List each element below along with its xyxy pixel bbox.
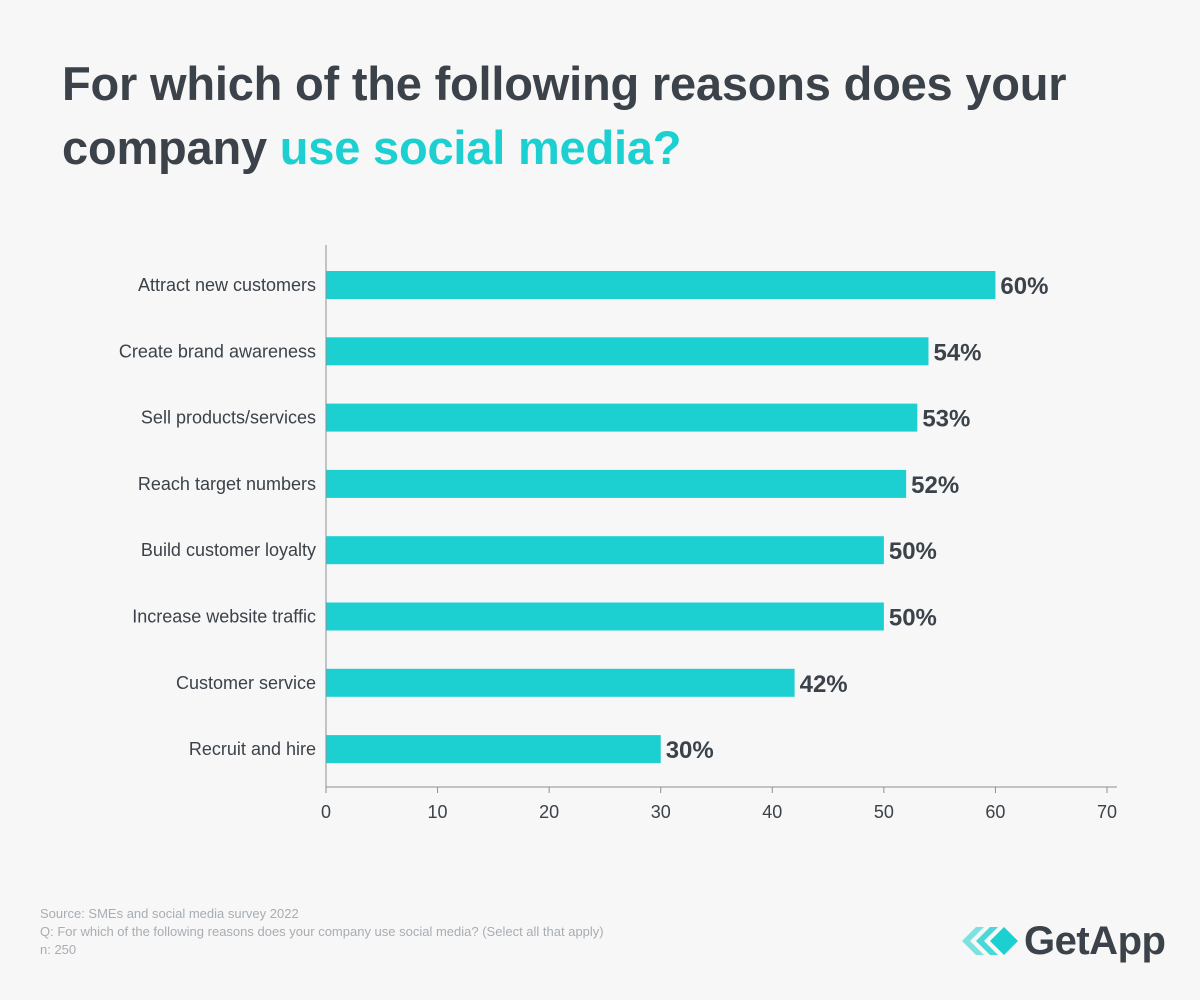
footer-notes: Source: SMEs and social media survey 202… bbox=[40, 905, 604, 959]
title-text: For which of the following reasons does … bbox=[62, 57, 1067, 174]
category-label: Recruit and hire bbox=[189, 739, 316, 759]
brand-name: GetApp bbox=[1024, 918, 1166, 963]
bar bbox=[326, 735, 661, 764]
x-tick-label: 0 bbox=[321, 802, 331, 822]
title-highlight: use social media? bbox=[279, 121, 682, 174]
value-label: 60% bbox=[1000, 273, 1048, 300]
category-label: Customer service bbox=[176, 673, 316, 693]
bar bbox=[326, 602, 884, 631]
source-note: Source: SMEs and social media survey 202… bbox=[40, 906, 299, 921]
category-label: Increase website traffic bbox=[132, 607, 316, 627]
value-label: 54% bbox=[933, 339, 981, 366]
bar-chart: Attract new customers 60% Create brand awa… bbox=[119, 245, 1117, 822]
bar bbox=[326, 271, 996, 299]
value-label: 50% bbox=[889, 538, 937, 565]
category-label: Attract new customers bbox=[138, 275, 316, 295]
bar bbox=[326, 337, 929, 366]
sample-size-note: n: 250 bbox=[40, 942, 77, 957]
bar bbox=[326, 668, 795, 697]
x-tick-label: 40 bbox=[762, 802, 782, 822]
category-label: Reach target numbers bbox=[138, 474, 316, 494]
getapp-logo: GetApp bbox=[962, 915, 1166, 967]
value-label: 53% bbox=[922, 406, 970, 433]
x-tick-label: 60 bbox=[985, 802, 1005, 822]
x-tick-label: 70 bbox=[1097, 802, 1117, 822]
x-tick-label: 10 bbox=[428, 802, 448, 822]
getapp-chevrons-icon bbox=[962, 927, 1018, 955]
x-tick-label: 50 bbox=[874, 802, 894, 822]
x-tick-label: 30 bbox=[651, 802, 671, 822]
value-label: 30% bbox=[666, 737, 714, 764]
value-label: 42% bbox=[800, 671, 848, 698]
category-label: Sell products/services bbox=[141, 408, 316, 428]
chart-title: For which of the following reasons does … bbox=[62, 52, 1162, 180]
question-note: Q: For which of the following reasons do… bbox=[40, 924, 604, 939]
bar bbox=[326, 403, 918, 432]
bar bbox=[326, 536, 884, 565]
category-label: Build customer loyalty bbox=[141, 540, 316, 560]
bar bbox=[326, 469, 907, 498]
value-label: 50% bbox=[889, 605, 937, 632]
x-tick-label: 20 bbox=[539, 802, 559, 822]
category-label: Create brand awareness bbox=[119, 341, 316, 361]
value-label: 52% bbox=[911, 472, 959, 499]
